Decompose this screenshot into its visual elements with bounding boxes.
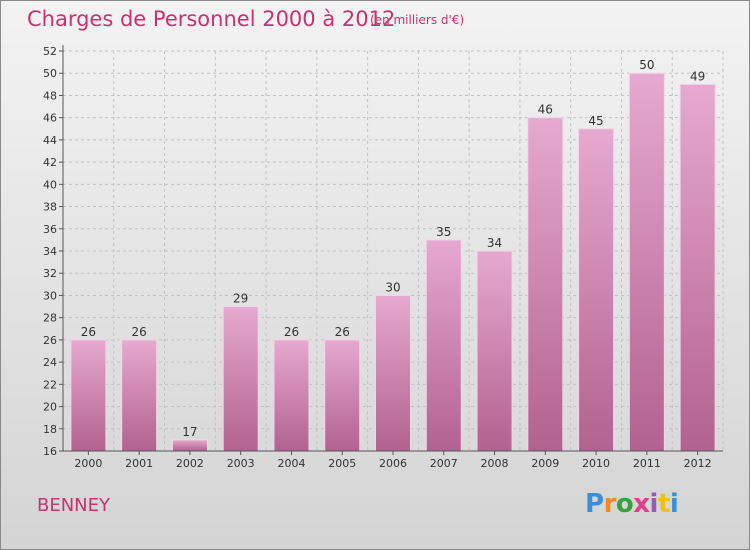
- x-tick-label: 2011: [633, 457, 661, 470]
- bar[interactable]: [273, 339, 310, 452]
- logo-letter: i: [649, 489, 659, 519]
- x-tick-label: 2004: [277, 457, 305, 470]
- logo-letter: t: [657, 489, 670, 519]
- x-tick-label: 2012: [684, 457, 712, 470]
- logo-letter: r: [603, 489, 617, 519]
- y-tick-label: 20: [43, 401, 57, 414]
- x-tick-label: 2009: [531, 457, 559, 470]
- bar[interactable]: [375, 294, 411, 452]
- y-tick-label: 22: [43, 378, 57, 391]
- x-tick-label: 2005: [328, 457, 356, 470]
- chart-subtitle: (en milliers d'€): [370, 13, 465, 27]
- y-tick-label: 38: [43, 201, 57, 214]
- y-tick-label: 40: [43, 178, 57, 191]
- x-tick-label: 2010: [582, 457, 610, 470]
- bar[interactable]: [222, 306, 259, 452]
- y-tick-label: 28: [43, 312, 57, 325]
- x-tick-label: 2000: [74, 457, 102, 470]
- y-tick-label: 32: [43, 267, 57, 280]
- y-tick-label: 36: [43, 223, 57, 236]
- value-label: 26: [81, 325, 96, 339]
- axes-layer: 16 18 20 22 24 26 28 30 32 34 36 38 40 42 44 46 48 50 52 20…: [43, 45, 723, 470]
- y-tick-label: 16: [43, 445, 57, 458]
- logo-letter: i: [669, 489, 679, 519]
- bar[interactable]: [679, 83, 716, 452]
- x-tick-label: 2002: [176, 457, 204, 470]
- value-label: 49: [690, 69, 705, 83]
- x-tick-label: 2008: [481, 457, 509, 470]
- x-tick-label: 2003: [227, 457, 255, 470]
- bar[interactable]: [425, 239, 462, 452]
- bar[interactable]: [527, 117, 564, 452]
- y-tick-label: 18: [43, 423, 57, 436]
- commune-name: BENNEY: [37, 495, 111, 516]
- logo-letter: o: [615, 489, 634, 519]
- y-tick-label: 44: [43, 134, 57, 147]
- chart-title: Charges de Personnel 2000 à 2012: [27, 7, 396, 31]
- bars-layer: [70, 72, 716, 452]
- bar[interactable]: [324, 339, 361, 452]
- value-label: 45: [588, 114, 603, 128]
- y-tick-label: 34: [43, 245, 57, 258]
- bar[interactable]: [476, 250, 513, 452]
- y-tick-label: 52: [43, 45, 57, 58]
- value-label: 50: [639, 58, 654, 72]
- logo-letter: P: [585, 489, 604, 519]
- value-labels-layer: 26 26 17 29 26 26 30 35 34 46 45 50 49: [81, 58, 706, 439]
- value-label: 30: [385, 280, 400, 294]
- bar[interactable]: [171, 439, 208, 452]
- bar[interactable]: [628, 72, 665, 452]
- y-tick-label: 26: [43, 334, 57, 347]
- y-tick-label: 48: [43, 89, 57, 102]
- value-label: 17: [182, 425, 197, 439]
- value-label: 35: [436, 225, 451, 239]
- bar[interactable]: [578, 128, 615, 452]
- x-tick-label: 2001: [125, 457, 153, 470]
- y-tick-label: 30: [43, 289, 57, 302]
- y-tick-label: 50: [43, 67, 57, 80]
- proxiti-logo[interactable]: Proxiti: [585, 489, 679, 519]
- logo-letter: x: [633, 489, 650, 519]
- y-tick-label: 24: [43, 356, 57, 369]
- y-tick-label: 46: [43, 112, 57, 125]
- value-label: 34: [487, 236, 502, 250]
- bar[interactable]: [121, 339, 158, 452]
- value-label: 26: [284, 325, 299, 339]
- value-label: 46: [538, 103, 553, 117]
- value-label: 26: [335, 325, 350, 339]
- value-label: 29: [233, 292, 248, 306]
- x-tick-label: 2006: [379, 457, 407, 470]
- y-tick-label: 42: [43, 156, 57, 169]
- x-tick-label: 2007: [430, 457, 458, 470]
- bar[interactable]: [70, 339, 107, 452]
- value-label: 26: [132, 325, 147, 339]
